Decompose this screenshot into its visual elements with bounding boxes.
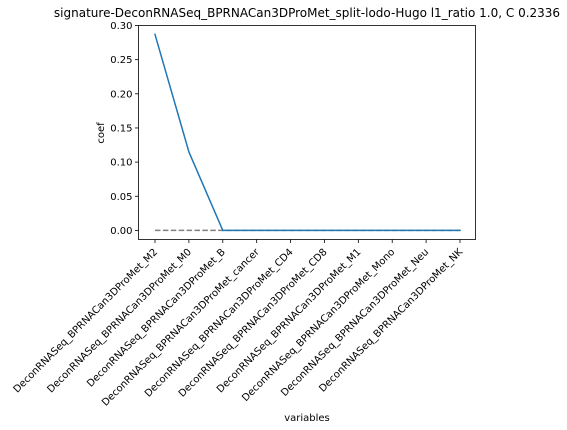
data-point xyxy=(357,229,359,232)
data-point xyxy=(459,229,461,232)
chart-title: signature-DeconRNASeq_BPRNACan3DProMet_s… xyxy=(54,6,560,20)
plot-frame xyxy=(138,25,476,240)
data-point xyxy=(289,229,292,232)
y-tick-label: 0.15 xyxy=(110,123,132,134)
x-axis-ticks: DeconRNASeq_BPRNACan3DProMet_M2DeconRNAS… xyxy=(12,239,465,409)
y-tick-label: 0.20 xyxy=(110,89,132,100)
data-point xyxy=(323,229,326,232)
x-axis-label: variables xyxy=(284,413,330,424)
y-tick-label: 0.30 xyxy=(110,21,132,32)
x-tick-label: DeconRNASeq_BPRNACan3DProMet_cancer xyxy=(100,246,262,408)
y-axis-label: coef xyxy=(96,122,107,144)
data-point xyxy=(391,229,393,232)
data-point xyxy=(154,33,156,35)
coef-series-line xyxy=(154,33,461,232)
data-point xyxy=(425,229,427,232)
y-tick-label: 0.10 xyxy=(110,158,132,169)
y-axis-ticks: 0.00 0.05 0.10 0.15 0.20 0.25 0.30 xyxy=(110,21,139,237)
y-tick-label: 0.05 xyxy=(110,192,132,203)
data-point xyxy=(188,151,190,153)
data-point xyxy=(222,229,224,232)
y-tick-label: 0.25 xyxy=(110,55,132,66)
plot-area xyxy=(154,33,461,232)
data-point xyxy=(256,229,258,232)
y-tick-label: 0.00 xyxy=(110,226,132,237)
